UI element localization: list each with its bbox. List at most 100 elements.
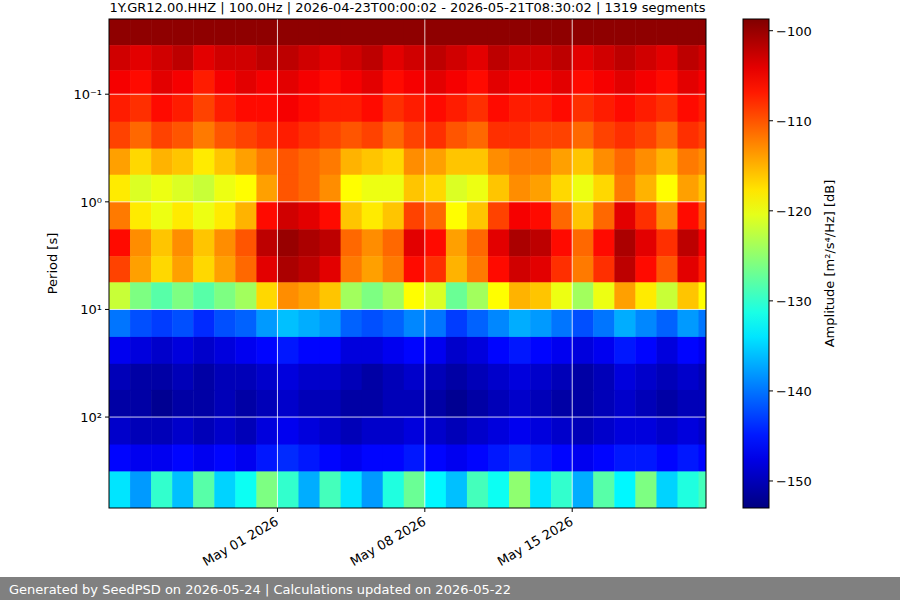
cell bbox=[172, 229, 194, 256]
cell bbox=[362, 256, 384, 283]
cell bbox=[151, 94, 173, 122]
cell bbox=[383, 229, 405, 256]
cell bbox=[404, 202, 426, 230]
cell bbox=[656, 337, 678, 364]
cell bbox=[425, 229, 447, 256]
cell bbox=[256, 149, 278, 176]
cell bbox=[320, 149, 342, 176]
cell bbox=[320, 309, 342, 337]
tick bbox=[105, 309, 109, 310]
cell bbox=[593, 202, 615, 230]
cell bbox=[488, 229, 510, 256]
cell bbox=[488, 417, 510, 445]
cell bbox=[656, 19, 678, 46]
tick bbox=[769, 210, 773, 211]
cell bbox=[551, 202, 573, 230]
cell bbox=[193, 309, 215, 337]
cell bbox=[404, 471, 426, 508]
cell bbox=[572, 70, 594, 94]
cell bbox=[172, 70, 194, 94]
cell bbox=[635, 417, 657, 445]
cell bbox=[614, 364, 636, 391]
grid-line bbox=[424, 19, 425, 508]
cell bbox=[593, 364, 615, 391]
cell bbox=[425, 364, 447, 391]
cell bbox=[193, 19, 215, 46]
cell bbox=[362, 19, 384, 46]
cell bbox=[530, 229, 552, 256]
cell bbox=[109, 337, 131, 364]
cell bbox=[341, 256, 363, 283]
cell bbox=[404, 229, 426, 256]
cell bbox=[509, 256, 531, 283]
cell bbox=[277, 70, 299, 94]
cell bbox=[467, 256, 489, 283]
cell bbox=[467, 471, 489, 508]
cell bbox=[151, 282, 173, 310]
cell bbox=[256, 445, 278, 472]
tick-label: 10⁰ bbox=[80, 195, 102, 210]
cell bbox=[298, 202, 320, 230]
cell bbox=[677, 417, 699, 445]
cell bbox=[551, 149, 573, 176]
cell bbox=[151, 337, 173, 364]
cell bbox=[488, 390, 510, 418]
cell bbox=[404, 337, 426, 364]
cell bbox=[699, 445, 706, 472]
cell bbox=[151, 229, 173, 256]
cell bbox=[446, 122, 468, 149]
cell bbox=[425, 337, 447, 364]
cell bbox=[109, 175, 131, 203]
cell bbox=[256, 417, 278, 445]
cell bbox=[193, 390, 215, 418]
cell bbox=[593, 282, 615, 310]
cell bbox=[488, 364, 510, 391]
grid-line bbox=[277, 19, 278, 508]
cell bbox=[509, 390, 531, 418]
tick-label: 10¹ bbox=[80, 302, 102, 317]
cell bbox=[699, 70, 706, 94]
cell bbox=[320, 70, 342, 94]
cell bbox=[572, 256, 594, 283]
cell bbox=[130, 202, 152, 230]
cell bbox=[193, 175, 215, 203]
cell bbox=[530, 19, 552, 46]
cell bbox=[614, 229, 636, 256]
cell bbox=[298, 70, 320, 94]
cell bbox=[530, 471, 552, 508]
cell bbox=[109, 19, 131, 46]
cell bbox=[467, 282, 489, 310]
cell bbox=[298, 309, 320, 337]
cell bbox=[383, 282, 405, 310]
cell bbox=[404, 94, 426, 122]
cell bbox=[593, 229, 615, 256]
cell bbox=[172, 122, 194, 149]
cell bbox=[467, 309, 489, 337]
cell bbox=[425, 19, 447, 46]
cell bbox=[277, 282, 299, 310]
cell bbox=[362, 390, 384, 418]
cell bbox=[130, 364, 152, 391]
cell bbox=[383, 94, 405, 122]
cell bbox=[256, 19, 278, 46]
cell bbox=[467, 19, 489, 46]
cell bbox=[509, 417, 531, 445]
tick-label: May 01 2026 bbox=[200, 514, 281, 569]
cell bbox=[277, 256, 299, 283]
cell bbox=[404, 309, 426, 337]
cell bbox=[214, 417, 236, 445]
cell bbox=[298, 229, 320, 256]
cell bbox=[109, 45, 131, 71]
cell bbox=[256, 309, 278, 337]
footer-bar bbox=[0, 577, 900, 600]
cell bbox=[699, 471, 706, 508]
cell bbox=[446, 94, 468, 122]
cell bbox=[172, 390, 194, 418]
cell bbox=[235, 390, 257, 418]
cell bbox=[677, 309, 699, 337]
cell bbox=[551, 282, 573, 310]
cell bbox=[130, 417, 152, 445]
cell bbox=[341, 282, 363, 310]
cell bbox=[509, 229, 531, 256]
cell bbox=[530, 122, 552, 149]
